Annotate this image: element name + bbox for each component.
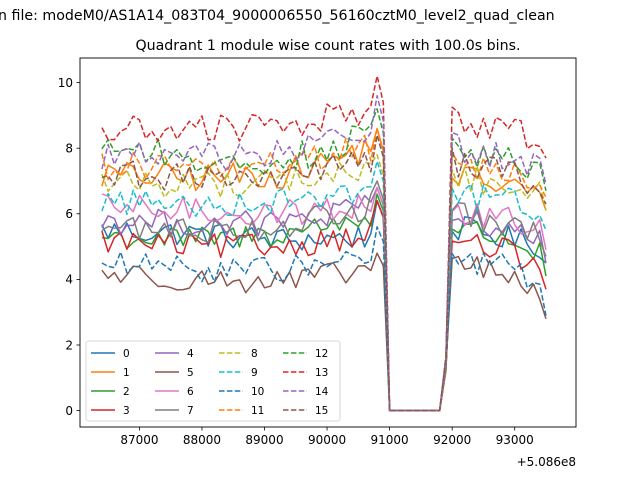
legend-label-10: 10 <box>251 386 264 398</box>
x-axis: 87000 88000 89000 90000 91000 92000 93000 <box>120 427 534 447</box>
legend-label-14: 14 <box>315 386 329 398</box>
x-tick-label: 93000 <box>496 433 534 447</box>
legend-label-8: 8 <box>251 348 258 360</box>
series-line-7 <box>101 180 547 412</box>
legend-label-13: 13 <box>315 367 328 379</box>
x-tick-label: 89000 <box>245 433 283 447</box>
x-tick-label: 91000 <box>371 433 409 447</box>
legend-label-6: 6 <box>187 386 194 398</box>
x-offset-label: +5.086e8 <box>517 455 576 469</box>
x-tick-label: 87000 <box>120 433 158 447</box>
series-line-1 <box>101 127 547 412</box>
plot-frame <box>79 57 577 428</box>
y-tick-label: 0 <box>65 404 73 418</box>
legend-label-15: 15 <box>315 405 328 417</box>
legend-box <box>85 340 341 422</box>
y-tick-label: 10 <box>58 76 73 90</box>
series-line-11 <box>101 127 547 412</box>
legend-label-9: 9 <box>251 367 258 379</box>
legend-label-12: 12 <box>315 348 328 360</box>
series-line-3 <box>101 199 547 412</box>
legend-label-4: 4 <box>187 348 194 360</box>
x-tick-label: 88000 <box>183 433 221 447</box>
chart-title: Quadrant 1 module wise count rates with … <box>135 38 520 54</box>
series-line-14 <box>101 94 547 412</box>
series-line-6 <box>101 186 547 412</box>
plot-area <box>79 57 577 428</box>
legend-label-5: 5 <box>187 367 194 379</box>
legend-label-0: 0 <box>123 348 130 360</box>
legend-label-2: 2 <box>123 386 130 398</box>
y-tick-label: 4 <box>65 273 73 287</box>
series-line-10 <box>101 226 547 412</box>
legend-label-3: 3 <box>123 405 130 417</box>
legend-label-11: 11 <box>251 405 264 417</box>
legend-label-7: 7 <box>187 405 194 417</box>
series-line-15 <box>101 134 547 412</box>
series-line-12 <box>101 108 547 412</box>
series-line-13 <box>101 75 547 412</box>
y-axis: 0 2 4 6 8 10 <box>58 76 80 418</box>
y-tick-label: 8 <box>65 142 73 156</box>
legend-label-1: 1 <box>123 367 130 379</box>
y-tick-label: 2 <box>65 338 73 352</box>
series-line-9 <box>101 160 547 412</box>
series-layer <box>101 75 547 412</box>
x-tick-label: 90000 <box>308 433 346 447</box>
x-tick-label: 92000 <box>433 433 471 447</box>
y-tick-label: 6 <box>65 207 73 221</box>
chart-suptitle: n file: modeM0/AS1A14_083T04_9000006550_… <box>0 8 555 24</box>
